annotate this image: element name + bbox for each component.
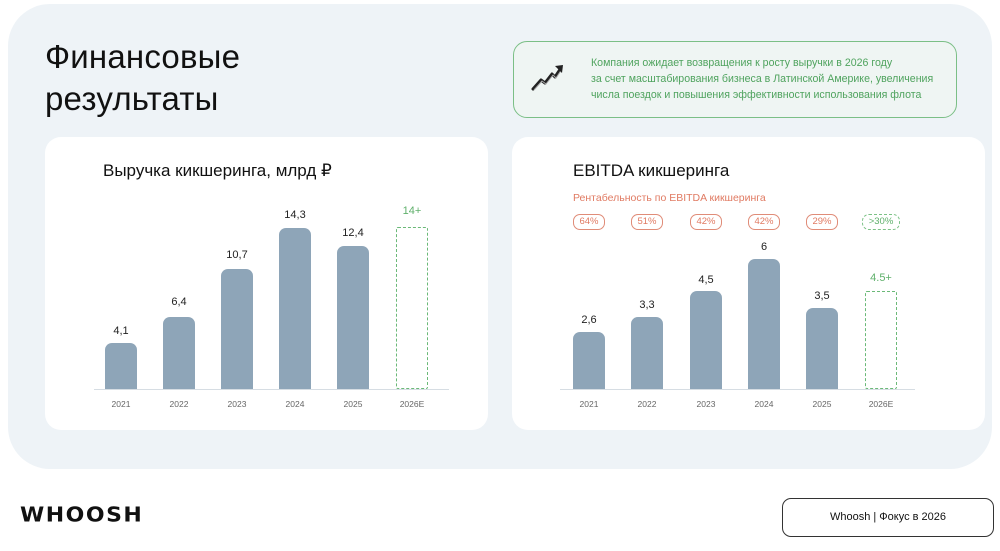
ebitda-value-2025: 3,5	[814, 290, 830, 302]
revenue-value-2024: 14,3	[284, 209, 306, 221]
revenue-chart-baseline	[94, 389, 449, 390]
margin-pill-2026e: >30%	[862, 214, 900, 230]
revenue-year-2026e: 2026E	[399, 399, 425, 409]
ebitda-year-2025: 2025	[812, 399, 832, 409]
ebitda-year-2021: 2021	[579, 399, 599, 409]
revenue-bar-2021	[105, 343, 137, 389]
ebitda-value-2026e: 4.5+	[870, 272, 892, 284]
revenue-value-2026e: 14+	[402, 205, 422, 217]
ebitda-card-title: EBITDA кикшеринга	[573, 161, 730, 180]
ebitda-card: EBITDA кикшеринга Рентабельность по EBIT…	[512, 137, 985, 430]
ebitda-value-2024: 6	[760, 241, 768, 253]
ebitda-bar-2022	[631, 317, 663, 389]
margin-pill-2022: 51%	[631, 214, 663, 230]
outlook-note: Компания ожидает возвращения к росту выр…	[513, 41, 957, 118]
revenue-bar-2024	[279, 228, 311, 389]
revenue-value-2021: 4,1	[113, 325, 129, 337]
outlook-note-text: Компания ожидает возвращения к росту выр…	[591, 55, 933, 103]
margin-pill-2023: 42%	[690, 214, 722, 230]
trend-up-arrow-icon	[531, 65, 563, 91]
ebitda-bar-2025	[806, 308, 838, 389]
revenue-year-2024: 2024	[285, 399, 305, 409]
ebitda-value-2023: 4,5	[698, 274, 714, 286]
revenue-bar-chart: 4,1 2021 6,4 2022 10,7 2023 14,3 2024 12…	[45, 137, 488, 430]
page-title: Финансовые результаты	[45, 36, 240, 120]
revenue-bar-2022	[163, 317, 195, 389]
footer-badge: Whoosh | Фокус в 2026	[782, 498, 994, 537]
ebitda-bar-2023	[690, 291, 722, 389]
ebitda-bar-2024	[748, 259, 780, 389]
ebitda-bar-2026e-forecast	[865, 291, 897, 389]
revenue-bar-2025	[337, 246, 369, 389]
whoosh-logo: WHOOSH	[20, 504, 144, 527]
revenue-bar-2026e-forecast	[396, 227, 428, 389]
ebitda-chart-baseline	[560, 389, 915, 390]
ebitda-margin-subtitle: Рентабельность по EBITDA кикшеринга	[573, 192, 766, 204]
revenue-value-2023: 10,7	[226, 249, 248, 261]
page-title-line1: Финансовые	[45, 38, 241, 75]
revenue-year-2023: 2023	[227, 399, 247, 409]
ebitda-year-2023: 2023	[696, 399, 716, 409]
margin-pill-2025: 29%	[806, 214, 838, 230]
margin-pill-2021: 64%	[573, 214, 605, 230]
outlook-note-line3: числа поездок и повышения эффективности …	[591, 89, 922, 101]
revenue-card: Выручка кикшеринга, млрд ₽ 4,1 2021 6,4 …	[45, 137, 488, 430]
ebitda-year-2022: 2022	[637, 399, 657, 409]
outlook-note-line1: Компания ожидает возвращения к росту выр…	[591, 57, 893, 69]
ebitda-value-2021: 2,6	[581, 314, 597, 326]
revenue-value-2022: 6,4	[171, 296, 187, 308]
margin-pill-2024: 42%	[748, 214, 780, 230]
ebitda-value-2022: 3,3	[639, 299, 655, 311]
revenue-year-2025: 2025	[343, 399, 363, 409]
outlook-note-line2: за счет масштабирования бизнеса в Латинс…	[591, 73, 934, 85]
revenue-year-2021: 2021	[111, 399, 131, 409]
ebitda-bar-2021	[573, 332, 605, 389]
revenue-year-2022: 2022	[169, 399, 189, 409]
revenue-card-title: Выручка кикшеринга, млрд ₽	[103, 161, 332, 180]
revenue-bar-2023	[221, 269, 253, 389]
ebitda-bar-chart: 2,6 2021 3,3 2022 4,5 2023 6 2024 3,5 20…	[512, 137, 985, 430]
revenue-value-2025: 12,4	[342, 227, 364, 239]
ebitda-year-2024: 2024	[754, 399, 774, 409]
page-title-line2: результаты	[45, 80, 219, 117]
ebitda-year-2026e: 2026E	[868, 399, 894, 409]
